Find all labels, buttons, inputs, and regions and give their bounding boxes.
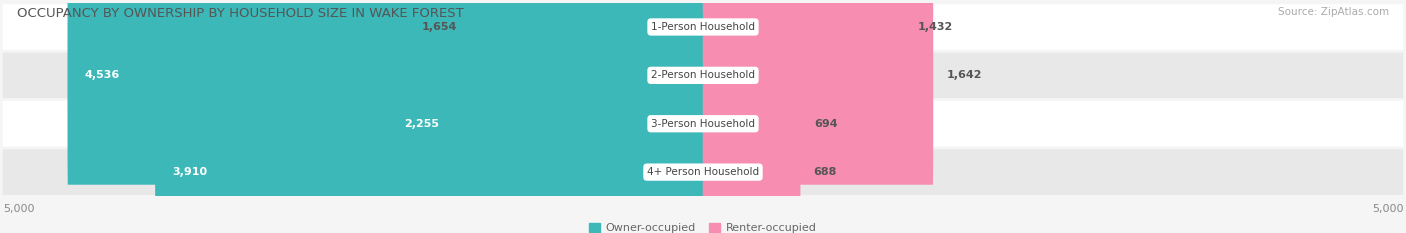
FancyBboxPatch shape [155,63,703,233]
Text: 1-Person Household: 1-Person Household [651,22,755,32]
Text: 1,654: 1,654 [422,22,457,32]
FancyBboxPatch shape [703,0,934,185]
FancyBboxPatch shape [703,0,904,136]
Text: 694: 694 [814,119,838,129]
Text: OCCUPANCY BY OWNERSHIP BY HOUSEHOLD SIZE IN WAKE FOREST: OCCUPANCY BY OWNERSHIP BY HOUSEHOLD SIZE… [17,7,464,20]
FancyBboxPatch shape [703,63,800,233]
Text: 3-Person Household: 3-Person Household [651,119,755,129]
Text: 2-Person Household: 2-Person Household [651,70,755,80]
Text: 3,910: 3,910 [172,167,207,177]
Text: 2,255: 2,255 [404,119,439,129]
Legend: Owner-occupied, Renter-occupied: Owner-occupied, Renter-occupied [589,223,817,233]
Text: 688: 688 [813,167,837,177]
Text: 1,432: 1,432 [918,22,953,32]
FancyBboxPatch shape [3,53,1403,98]
FancyBboxPatch shape [67,0,703,185]
Text: 5,000: 5,000 [3,204,34,214]
Text: Source: ZipAtlas.com: Source: ZipAtlas.com [1278,7,1389,17]
Text: 5,000: 5,000 [1372,204,1403,214]
FancyBboxPatch shape [3,149,1403,195]
FancyBboxPatch shape [3,101,1403,147]
FancyBboxPatch shape [387,14,703,233]
FancyBboxPatch shape [471,0,703,136]
Text: 4+ Person Household: 4+ Person Household [647,167,759,177]
FancyBboxPatch shape [703,14,800,233]
FancyBboxPatch shape [3,4,1403,50]
Text: 1,642: 1,642 [948,70,983,80]
Text: 4,536: 4,536 [84,70,120,80]
